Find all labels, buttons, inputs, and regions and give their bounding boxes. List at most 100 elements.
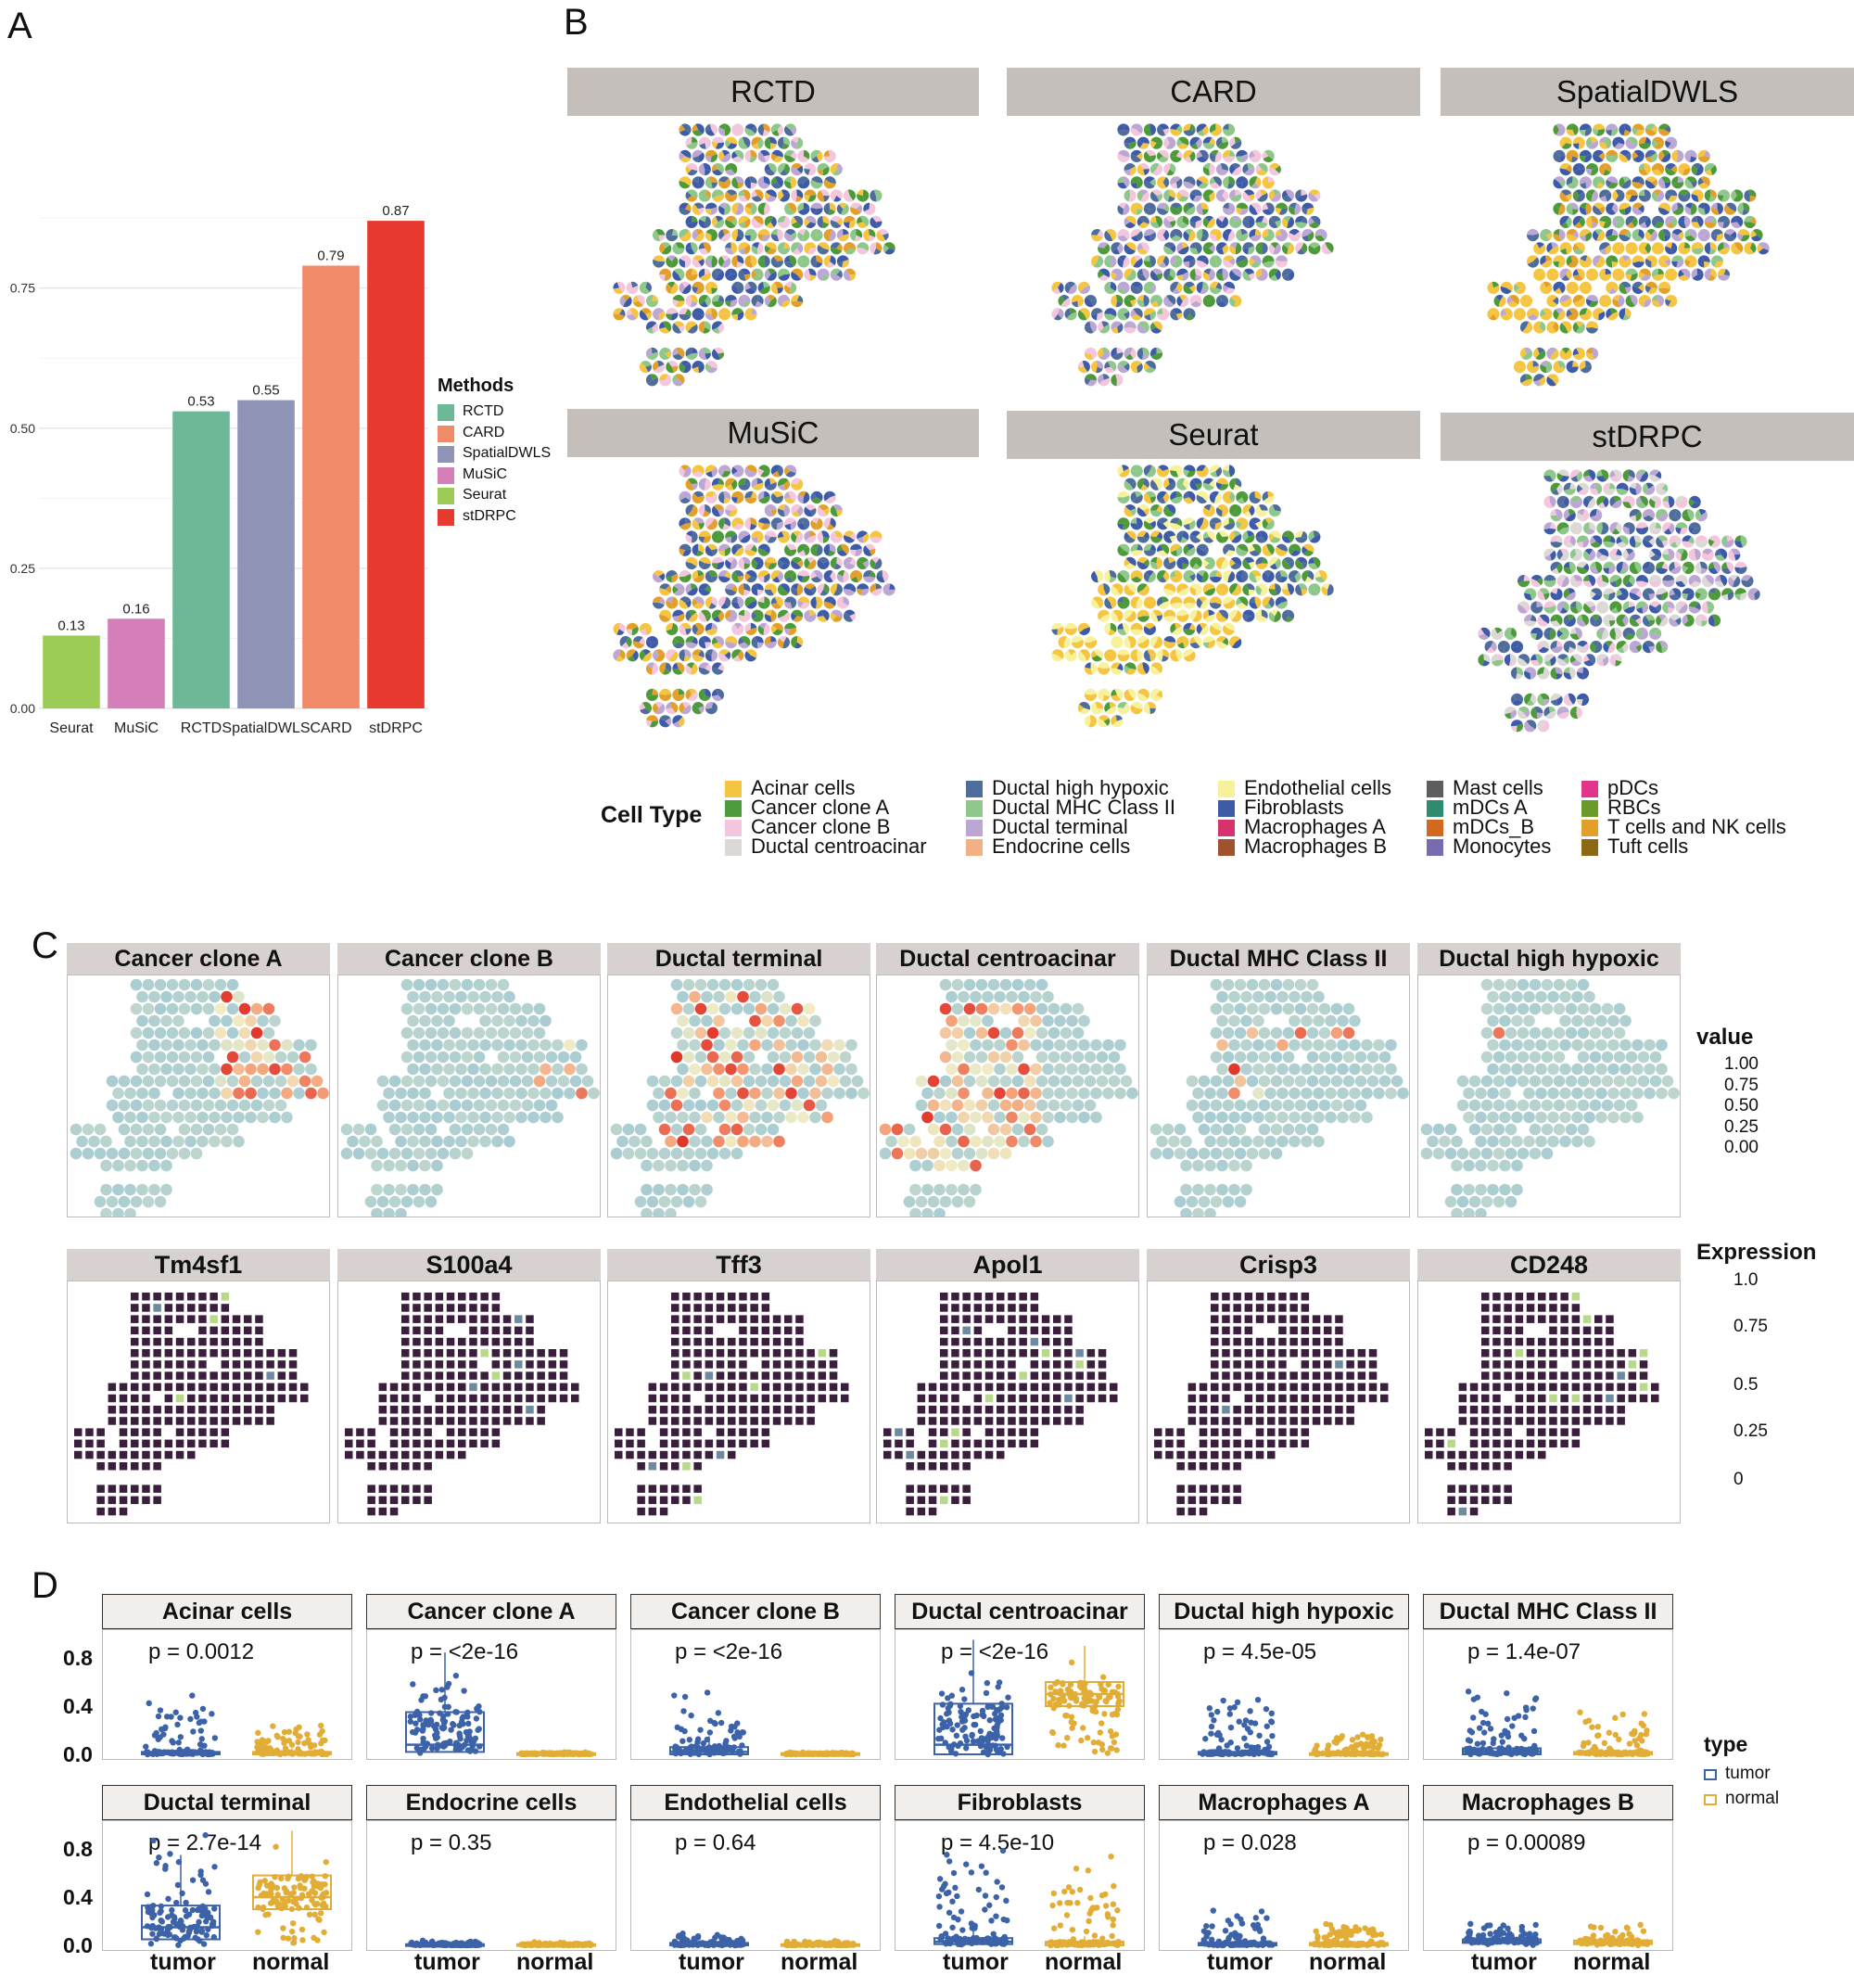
pie-slice <box>843 562 856 569</box>
pie-slice <box>1224 229 1232 236</box>
pie-slice <box>1268 229 1275 236</box>
pie-slice <box>1170 123 1180 130</box>
pie-slice <box>1585 495 1594 503</box>
pie-slice <box>1599 268 1606 278</box>
pie-slice <box>1242 583 1250 596</box>
pie-slice <box>1178 196 1189 202</box>
value-spot <box>718 1002 731 1015</box>
pie-slice <box>1183 465 1196 471</box>
value-spot <box>491 1087 503 1100</box>
pie-slice <box>1665 163 1676 170</box>
value-map <box>70 978 329 1217</box>
pie-slice <box>1215 282 1222 290</box>
pie-slice <box>1602 522 1609 531</box>
pie-slice <box>1157 151 1163 160</box>
pie-slice <box>832 169 841 176</box>
pie-slice <box>1701 552 1713 561</box>
pie-slice <box>815 255 823 264</box>
pie-slice <box>820 189 830 197</box>
value-spot <box>1258 1026 1271 1039</box>
pie-slice <box>725 139 731 148</box>
pie-slice <box>1550 561 1560 572</box>
pie-slice <box>870 217 878 228</box>
pie-slice <box>1572 269 1580 276</box>
legend-swatch-music <box>438 466 454 484</box>
value-spot <box>958 1183 970 1196</box>
pie-slice <box>679 313 692 321</box>
pie-slice <box>1506 283 1513 291</box>
pie-slice <box>1170 182 1178 189</box>
pie-slice <box>679 543 692 551</box>
pie-slice <box>1244 166 1255 176</box>
value-spot <box>958 1159 970 1172</box>
pie-slice <box>811 176 823 184</box>
legend-swatch-seurat <box>438 488 454 504</box>
pie-slice <box>770 603 781 609</box>
pie-slice <box>791 189 797 202</box>
pie-slice <box>803 149 810 159</box>
pie-slice <box>1143 229 1156 236</box>
value-spot <box>479 1135 491 1148</box>
pie-slice <box>850 543 862 551</box>
pie-slice <box>1666 222 1674 228</box>
pie-slice <box>1702 548 1713 555</box>
pie-slice <box>1131 702 1143 709</box>
pie-slice <box>1183 468 1189 477</box>
pie-slice <box>849 532 857 541</box>
pie-slice <box>1196 547 1207 556</box>
pie-slice <box>1166 295 1176 305</box>
pie-slice <box>717 561 725 569</box>
pie-slice <box>672 715 683 724</box>
value-spot <box>449 1075 462 1088</box>
pie-slice <box>1255 268 1263 278</box>
pie-slice <box>764 269 771 280</box>
pie-slice <box>1543 469 1550 477</box>
pie-slice <box>1576 580 1582 588</box>
pie-slice <box>1539 376 1546 387</box>
value-spot <box>425 1026 438 1039</box>
pie-slice <box>1098 583 1104 590</box>
pie-slice <box>1583 497 1590 508</box>
pie-slice <box>1590 642 1596 653</box>
pie-slice <box>1678 274 1690 281</box>
pie-slice <box>1149 191 1160 202</box>
pie-slice <box>1231 616 1239 622</box>
pie-slice <box>733 149 744 160</box>
value-spot <box>1006 1135 1018 1148</box>
pie-slice <box>1598 311 1606 321</box>
pie-slice <box>744 282 751 290</box>
value-spot <box>1054 1087 1066 1100</box>
value-spot <box>130 978 143 991</box>
pie-slice <box>720 152 731 162</box>
pie-slice <box>1554 614 1563 626</box>
value-spot <box>142 1147 155 1160</box>
pie-slice <box>1517 575 1525 583</box>
pie-slice <box>1238 550 1249 556</box>
value-spot <box>982 1014 994 1027</box>
pie-slice <box>1665 295 1678 301</box>
pie-slice <box>1489 285 1500 294</box>
value-spot <box>779 1051 792 1064</box>
value-spot <box>1337 1039 1349 1051</box>
cell-type-label: mDCs A <box>1453 796 1528 819</box>
value-spot <box>178 1002 191 1015</box>
pie-slice <box>1609 522 1619 533</box>
value-spot <box>743 978 756 991</box>
value-spot <box>970 1135 982 1148</box>
pie-slice <box>726 614 738 622</box>
pie-slice <box>722 229 730 236</box>
pie-slice <box>817 215 824 228</box>
pie-slice <box>1146 570 1154 577</box>
pie-slice <box>1522 350 1533 360</box>
pie-slice <box>1158 149 1170 159</box>
pie-slice <box>797 570 810 577</box>
value-spot <box>773 1111 785 1124</box>
pie-slice <box>695 123 705 134</box>
pie-slice <box>1126 583 1137 593</box>
pie-slice <box>1534 707 1543 714</box>
pie-slice <box>850 229 857 241</box>
pie-slice <box>1543 281 1552 288</box>
pie-slice <box>692 268 698 275</box>
pie-slice <box>738 478 746 486</box>
pie-slice <box>1686 509 1695 521</box>
